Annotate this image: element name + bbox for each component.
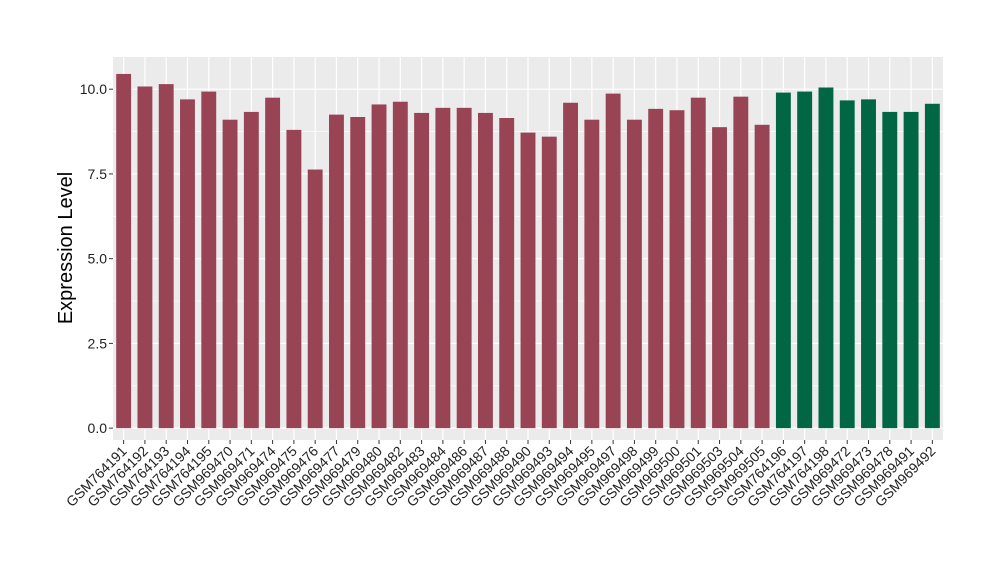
bar-GSM969478 — [882, 111, 898, 429]
bar-GSM969486 — [456, 107, 472, 429]
bar-GSM969480 — [371, 104, 387, 429]
bar-GSM969493 — [541, 136, 557, 429]
bar-GSM969477 — [329, 114, 344, 429]
bar-GSM969490 — [520, 132, 536, 429]
bars — [116, 73, 940, 429]
bar-GSM969473 — [861, 99, 876, 429]
bar-GSM969505 — [754, 124, 770, 429]
bar-GSM969499 — [648, 108, 664, 429]
bar-GSM969483 — [414, 112, 430, 429]
bar-GSM764197 — [797, 91, 813, 429]
bar-GSM764195 — [201, 91, 217, 429]
bar-GSM969501 — [690, 97, 706, 429]
y-axis: 0.0 2.5 5.0 7.5 10.0 — [80, 81, 113, 436]
bar-GSM969482 — [392, 101, 408, 429]
bar-GSM969487 — [477, 112, 493, 429]
y-tick-label: 2.5 — [88, 335, 108, 351]
bar-GSM969494 — [563, 102, 579, 429]
bar-GSM969479 — [350, 116, 366, 429]
bar-GSM764198 — [818, 87, 834, 429]
bar-GSM764192 — [137, 86, 153, 429]
bar-GSM969475 — [286, 129, 302, 429]
bar-GSM969472 — [839, 100, 855, 429]
bar-GSM969484 — [435, 107, 451, 429]
bar-GSM969470 — [222, 119, 238, 429]
bar-GSM969495 — [584, 119, 600, 429]
bar-GSM969503 — [712, 127, 727, 429]
bar-GSM969471 — [243, 111, 259, 429]
y-tick-label: 5.0 — [88, 251, 108, 267]
y-tick-label: 10.0 — [80, 81, 107, 97]
bar-GSM969476 — [307, 169, 323, 429]
y-tick-label: 7.5 — [88, 166, 108, 182]
bar-GSM969491 — [903, 111, 919, 429]
bar-GSM764191 — [116, 73, 132, 429]
bar-GSM969488 — [499, 118, 515, 429]
bar-GSM969497 — [605, 93, 621, 429]
bar-GSM764193 — [158, 84, 174, 429]
bar-GSM764194 — [180, 99, 195, 429]
bar-GSM969474 — [265, 97, 281, 429]
y-tick-label: 0.0 — [88, 420, 108, 436]
y-axis-label: Expression Level — [55, 172, 77, 324]
bar-GSM969492 — [924, 103, 940, 429]
bar-GSM969504 — [733, 96, 749, 429]
bar-GSM969500 — [669, 110, 685, 429]
bar-GSM764196 — [775, 92, 791, 429]
x-axis: GSM764191GSM764192GSM764193GSM764194GSM7… — [63, 440, 939, 510]
bar-GSM969498 — [626, 119, 642, 429]
